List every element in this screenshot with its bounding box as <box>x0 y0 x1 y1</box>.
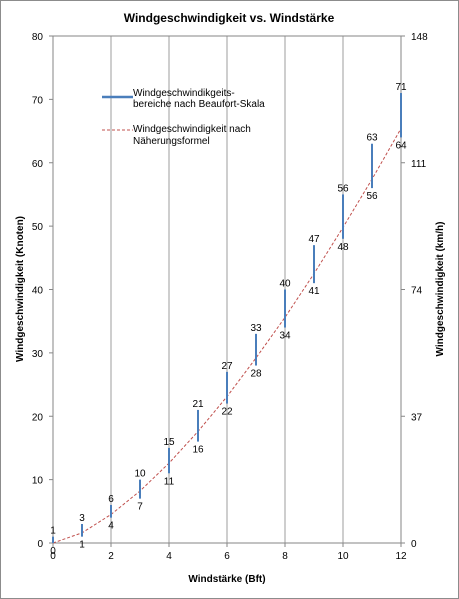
y2-axis-title: Windgeschwindigkeit (km/h) <box>435 222 446 357</box>
range-low-label-11: 56 <box>366 191 378 202</box>
y-tick-label-8: 80 <box>32 32 44 43</box>
y-tick-label-3: 30 <box>32 349 44 360</box>
range-low-label-3: 7 <box>137 502 143 513</box>
legend-label-formula-line2: Näherungsformel <box>133 136 210 147</box>
range-high-label-8: 40 <box>279 279 291 290</box>
range-high-label-11: 63 <box>366 133 378 144</box>
range-high-label-10: 56 <box>337 183 349 194</box>
range-low-label-6: 22 <box>221 407 233 418</box>
x-tick-label-5: 10 <box>337 551 349 562</box>
grid <box>52 36 402 543</box>
y2-tick-label-0: 0 <box>411 539 417 550</box>
range-high-label-9: 47 <box>308 234 320 245</box>
range-low-label-10: 48 <box>337 242 349 253</box>
y-tick-label-7: 70 <box>32 95 44 106</box>
range-high-label-0: 1 <box>50 526 56 537</box>
y2-tick-label-3: 111 <box>411 159 427 170</box>
range-high-label-12: 71 <box>395 82 407 93</box>
range-high-label-2: 6 <box>108 494 114 505</box>
x-tick-label-4: 8 <box>282 551 288 562</box>
range-high-label-4: 15 <box>163 437 175 448</box>
legend: Windgeschwindikgeits- bereiche nach Beau… <box>102 88 265 147</box>
y2-tick-label-1: 37 <box>411 412 423 423</box>
y-tick-label-1: 10 <box>32 476 44 487</box>
range-low-label-9: 41 <box>308 286 320 297</box>
y-tick-label-4: 40 <box>32 286 44 297</box>
y-tick-label-5: 50 <box>32 222 44 233</box>
range-high-label-1: 3 <box>79 513 85 524</box>
range-low-label-4: 11 <box>164 476 175 487</box>
range-high-label-3: 10 <box>134 469 146 480</box>
y2-tick-label-4: 148 <box>411 32 428 43</box>
x-tick-label-2: 4 <box>166 551 172 562</box>
x-tick-label-3: 6 <box>224 551 230 562</box>
y2-tick-label-2: 74 <box>411 286 423 297</box>
range-high-label-5: 21 <box>192 399 204 410</box>
legend-label-formula-line1: Windgeschwindigkeit nach <box>133 124 251 135</box>
range-low-label-2: 4 <box>108 521 114 532</box>
x-tick-label-1: 2 <box>108 551 114 562</box>
range-high-label-6: 27 <box>221 361 233 372</box>
y-tick-label-0: 0 <box>37 539 43 550</box>
range-low-label-8: 34 <box>279 331 291 342</box>
series-layer <box>52 93 402 544</box>
chart-title: Windgeschwindigkeit vs. Windstärke <box>124 11 335 25</box>
x-tick-label-6: 12 <box>395 551 407 562</box>
range-low-label-7: 28 <box>250 369 262 380</box>
range-low-label-0: 0 <box>50 546 56 557</box>
range-low-label-12: 64 <box>395 140 407 151</box>
legend-label-range-line2: bereiche nach Beaufort-Skala <box>133 99 265 110</box>
y-tick-label-2: 20 <box>32 412 44 423</box>
range-low-label-1: 1 <box>79 540 85 551</box>
range-high-label-7: 33 <box>250 323 262 334</box>
y-axis-title: Windgeschwindigkeit (Knoten) <box>15 216 26 362</box>
data-labels: 1031641071511211627223328403447415648635… <box>50 82 407 557</box>
x-tick-label-0: 0 <box>50 551 56 562</box>
legend-label-range-line1: Windgeschwindikgeits- <box>133 88 235 99</box>
x-axis-title: Windstärke (Bft) <box>188 574 265 585</box>
range-low-label-5: 16 <box>192 445 204 456</box>
y-tick-label-6: 60 <box>32 159 44 170</box>
